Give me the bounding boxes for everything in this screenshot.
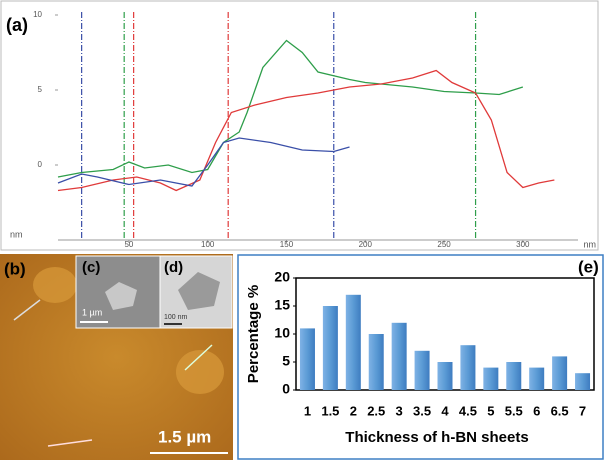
x-tick-label: 6	[533, 403, 540, 418]
scale-label: 100 nm	[164, 314, 188, 321]
bar	[483, 367, 499, 390]
x-tick-label: 4	[441, 403, 449, 418]
y-tick-label: 10	[274, 325, 290, 341]
bar	[368, 334, 384, 390]
panel-label: (e)	[578, 257, 599, 276]
line-series	[57, 137, 350, 187]
bar	[529, 367, 545, 390]
x-tick-label: 5	[487, 403, 494, 418]
y-tick-label: 0	[38, 160, 43, 169]
profile-line	[47, 439, 93, 447]
scale-label: 1.5 µm	[158, 427, 211, 446]
bar	[552, 356, 568, 390]
x-axis-label: Thickness of h-BN sheets	[345, 429, 528, 446]
x-tick-label: 7	[579, 403, 586, 418]
x-tick-label: 2.5	[367, 403, 385, 418]
y-axis-label: Percentage %	[245, 285, 262, 383]
y-tick-label: 5	[38, 85, 43, 94]
y-axis-label: nm	[10, 229, 23, 239]
bar	[506, 362, 522, 390]
profile-line	[184, 344, 213, 371]
scale-label: 1 µm	[82, 307, 102, 317]
flake	[105, 282, 137, 310]
bar	[460, 345, 476, 390]
bar	[299, 328, 315, 390]
x-tick-label: 150	[280, 240, 294, 249]
bar	[345, 294, 361, 390]
panel-label: (b)	[4, 259, 26, 278]
bar	[437, 362, 453, 390]
panel-a-frame	[0, 0, 599, 251]
bar	[391, 322, 407, 390]
y-tick-label: 15	[274, 297, 290, 313]
flake	[176, 350, 224, 394]
x-tick-label: 200	[359, 240, 373, 249]
bar	[575, 373, 591, 390]
x-tick-label: 5.5	[505, 403, 523, 418]
flake	[178, 272, 220, 310]
y-tick-label: 0	[282, 381, 290, 397]
bar	[322, 306, 338, 390]
line-series	[57, 39, 524, 178]
y-tick-label: 10	[33, 10, 42, 19]
profile-line	[13, 299, 41, 321]
x-tick-label: 3	[396, 403, 403, 418]
x-tick-label: 2	[350, 403, 357, 418]
x-axis-label: nm	[583, 239, 596, 249]
x-tick-label: 6.5	[551, 403, 569, 418]
x-tick-label: 50	[124, 240, 133, 249]
x-tick-label: 250	[437, 240, 451, 249]
y-tick-label: 5	[282, 353, 290, 369]
flake	[33, 267, 77, 303]
panel-label: (d)	[164, 259, 183, 276]
x-tick-label: 4.5	[459, 403, 477, 418]
panel-label: (a)	[6, 15, 28, 35]
bar	[414, 350, 430, 390]
x-tick-label: 3.5	[413, 403, 431, 418]
x-tick-label: 300	[516, 240, 530, 249]
x-tick-label: 100	[201, 240, 215, 249]
panel-label: (c)	[82, 259, 100, 276]
x-tick-label: 1.5	[321, 403, 339, 418]
y-tick-label: 20	[274, 269, 290, 285]
x-tick-label: 1	[304, 403, 311, 418]
